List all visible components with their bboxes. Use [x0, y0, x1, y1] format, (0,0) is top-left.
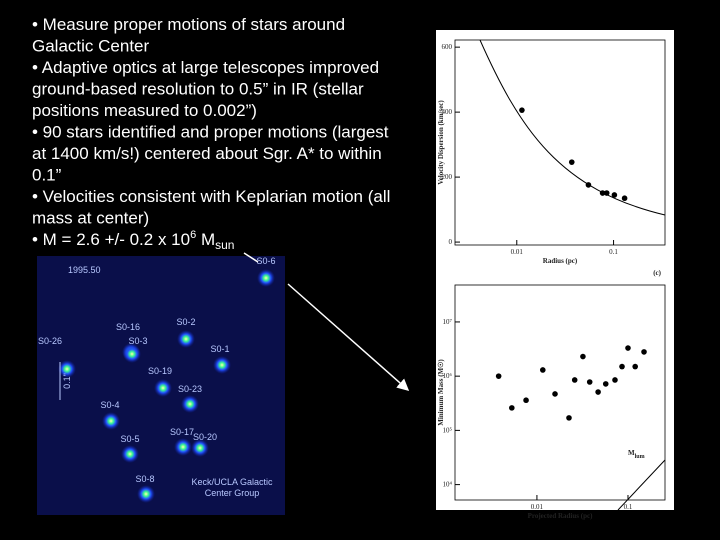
data-point [495, 373, 502, 379]
star [102, 412, 120, 430]
text-line: Galactic Center [32, 37, 149, 56]
star [191, 439, 209, 457]
data-point [571, 377, 578, 383]
x-tick-label: 0.1 [609, 248, 618, 256]
text-line: • 90 stars identified and proper motions… [32, 123, 389, 142]
data-point [612, 377, 618, 383]
star [123, 345, 141, 363]
y-tick-label: 200 [442, 173, 453, 181]
y-tick-label: 0 [449, 238, 453, 246]
mass-text: • M = 2.6 +/- 0.2 x 10 [32, 230, 190, 249]
data-point [568, 159, 575, 165]
unit-subscript: sun [215, 238, 234, 252]
data-point [632, 363, 638, 370]
star [121, 445, 139, 463]
text-line: mass at center) [32, 209, 149, 228]
data-point [580, 353, 586, 360]
mass-line: • M = 2.6 +/- 0.2 x 106 Msun [32, 229, 234, 252]
star-label: S0-5 [120, 434, 139, 444]
unit: M [196, 230, 215, 249]
star-label: S0-26 [38, 336, 62, 346]
figure-panel [436, 30, 674, 510]
data-point [586, 379, 593, 385]
kepler-fit [479, 39, 666, 216]
star-label: S0-2 [176, 317, 195, 327]
text-line: • Measure proper motions of stars around [32, 15, 345, 34]
y-tick-label: 600 [442, 43, 453, 51]
text-line: 0.1” [32, 166, 62, 185]
bullet-text: • Measure proper motions of stars around… [32, 15, 390, 252]
y-tick-label: 10⁶ [443, 372, 453, 380]
luminous-mass-line [617, 459, 666, 511]
panel-label: (c) [653, 269, 661, 277]
star-label: S0-16 [116, 322, 140, 332]
star-label: S0-20 [193, 432, 217, 442]
epoch-label: 1995.50 [68, 265, 101, 275]
text-line: • Adaptive optics at large telescopes im… [32, 58, 379, 77]
y-axis-label: Velocity Dispersion (km/sec) [437, 100, 445, 185]
data-point [552, 391, 558, 397]
model-label: Mlum [628, 449, 645, 460]
star [154, 379, 172, 397]
star [137, 485, 155, 503]
data-point [611, 192, 618, 198]
pointer-arrow [287, 283, 410, 391]
star [213, 356, 231, 374]
text-line: • Velocities consistent with Keplarian m… [32, 187, 390, 206]
y-tick-label: 10⁷ [443, 318, 453, 326]
plots: 0.01 0.1 0 200 400 600 Radius (pc) Velocity Dis… [437, 39, 666, 520]
star-label: S0-1 [210, 344, 229, 354]
star-label: S0-3 [128, 336, 147, 346]
star [257, 269, 275, 287]
y-axis-label: Minimum Mass (M☉) [437, 359, 445, 426]
plot-frame [454, 284, 666, 501]
x-tick-label: 0.1 [624, 503, 633, 511]
x-axis-label: Projected Radius (pc) [528, 512, 593, 520]
y-tick-label: 10⁵ [443, 426, 453, 434]
y-tick-label: 10⁴ [443, 481, 453, 489]
star-label: S0-19 [148, 366, 172, 376]
data-point [641, 349, 647, 355]
star [181, 395, 199, 413]
star-label: S0-17 [170, 427, 194, 437]
data-point [619, 363, 625, 370]
data-point [595, 389, 601, 395]
data-point [621, 195, 628, 202]
text-line: at 1400 km/s!) centered about Sgr. A* to… [32, 144, 382, 163]
model-label-text: M [628, 449, 635, 457]
star-label: S0-4 [100, 400, 119, 410]
x-tick-label: 0.01 [511, 248, 524, 256]
star-label: S0-6 [256, 256, 275, 266]
star-label: S0-23 [178, 384, 202, 394]
credit: Center Group [205, 488, 260, 498]
data-point [509, 405, 515, 411]
x-axis-label: Radius (pc) [543, 257, 578, 265]
exponent: 6 [190, 229, 196, 241]
credit: Keck/UCLA Galactic [191, 477, 273, 487]
star [58, 360, 76, 378]
data-point [539, 367, 546, 373]
data-point [566, 415, 572, 421]
scale-label: 0.1" [62, 373, 72, 389]
data-point [523, 397, 529, 404]
data-point [625, 345, 631, 351]
text-line: positions measured to 0.002”) [32, 101, 257, 120]
text-line: ground-based resolution to 0.5” in IR (s… [32, 80, 364, 99]
y-tick-label: 400 [442, 108, 453, 116]
pointer-line [243, 252, 259, 263]
star-field: S0-6 S0-16 S0-2 S0-26 S0-3 S0-1 S0-19 S0-23 S0-4… [38, 256, 276, 503]
star [174, 438, 192, 456]
data-point [602, 381, 609, 387]
x-tick-label: 0.01 [531, 503, 544, 511]
plot-frame [454, 39, 666, 246]
data-point [603, 190, 610, 196]
data-point [519, 107, 525, 113]
star [177, 330, 195, 348]
model-label-sub: lum [635, 454, 645, 460]
star-label: S0-8 [135, 474, 154, 484]
